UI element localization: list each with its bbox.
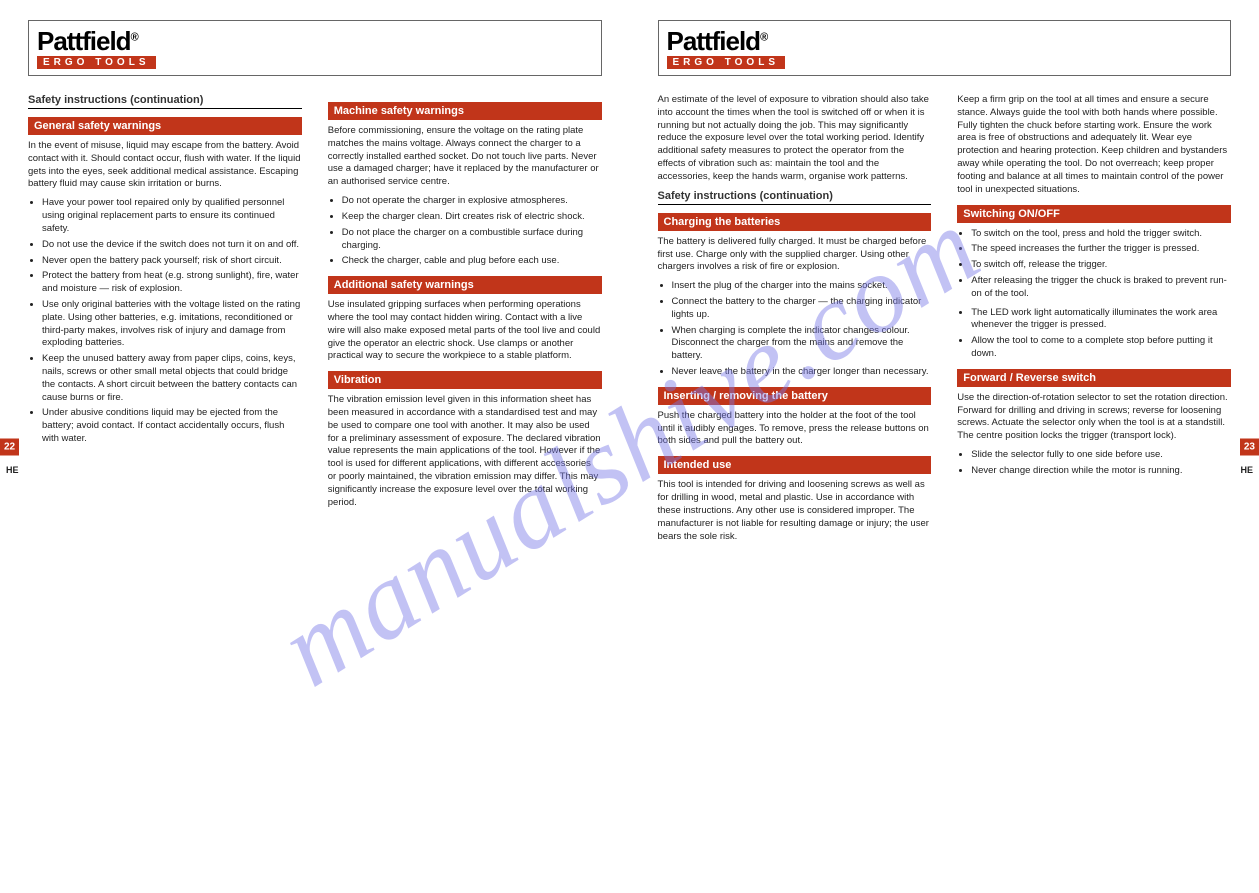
- section-vibration: Vibration: [328, 371, 602, 389]
- right-columns: An estimate of the level of exposure to …: [658, 94, 1232, 549]
- brand-tagline: ERGO TOOLS: [37, 56, 156, 69]
- brand-logo: Pattfield® ERGO TOOLS: [37, 28, 156, 69]
- list-item: The LED work light automatically illumin…: [971, 307, 1231, 333]
- page-left: 22 HE Pattfield® ERGO TOOLS Safety instr…: [0, 0, 630, 893]
- left-columns: Safety instructions (continuation) Gener…: [28, 94, 602, 516]
- additional-safety-text: Use insulated gripping surfaces when per…: [328, 299, 602, 363]
- list-item: Never open the battery pack yourself; ri…: [42, 255, 302, 268]
- list-item: Under abusive conditions liquid may be e…: [42, 407, 302, 445]
- list-item: Use only original batteries with the vol…: [42, 299, 302, 350]
- list-item: Protect the battery from heat (e.g. stro…: [42, 270, 302, 296]
- header-right: Pattfield® ERGO TOOLS: [658, 20, 1232, 76]
- list-item: Never change direction while the motor i…: [971, 465, 1231, 478]
- intro-text: In the event of misuse, liquid may escap…: [28, 140, 302, 191]
- list-item: Never leave the battery in the charger l…: [672, 366, 932, 379]
- section-forward-reverse: Forward / Reverse switch: [957, 369, 1231, 387]
- vibration-cont-text: An estimate of the level of exposure to …: [658, 94, 932, 184]
- forward-reverse-list: Slide the selector fully to one side bef…: [957, 449, 1231, 478]
- list-item: Insert the plug of the charger into the …: [672, 280, 932, 293]
- header-left: Pattfield® ERGO TOOLS: [28, 20, 602, 76]
- brand-name: Pattfield®: [37, 28, 156, 54]
- grip-text: Keep a firm grip on the tool at all time…: [957, 94, 1231, 197]
- page-right: 23 HE Pattfield® ERGO TOOLS An estimate …: [630, 0, 1259, 893]
- list-item: Have your power tool repaired only by qu…: [42, 197, 302, 235]
- right-col1: An estimate of the level of exposure to …: [658, 94, 932, 549]
- list-item: To switch off, release the trigger.: [971, 259, 1231, 272]
- on-off-list: To switch on the tool, press and hold th…: [957, 228, 1231, 301]
- page-spread: 22 HE Pattfield® ERGO TOOLS Safety instr…: [0, 0, 1259, 893]
- list-item: When charging is complete the indicator …: [672, 325, 932, 363]
- section-machine-safety: Machine safety warnings: [328, 102, 602, 120]
- section-on-off: Switching ON/OFF: [957, 205, 1231, 223]
- page-number-left: 22: [0, 438, 19, 455]
- vibration-text: The vibration emission level given in th…: [328, 394, 602, 509]
- section-general-safety: General safety warnings: [28, 117, 302, 135]
- brand-logo: Pattfield® ERGO TOOLS: [667, 28, 786, 69]
- lang-label-right: HE: [1240, 465, 1253, 475]
- list-item: The speed increases the further the trig…: [971, 243, 1231, 256]
- forward-reverse-text: Use the direction-of-rotation selector t…: [957, 392, 1231, 443]
- section-charging: Charging the batteries: [658, 213, 932, 231]
- list-item: Allow the tool to come to a complete sto…: [971, 335, 1231, 361]
- machine-safety-text: Before commissioning, ensure the voltage…: [328, 125, 602, 189]
- brand-name: Pattfield®: [667, 28, 786, 54]
- charging-list: Insert the plug of the charger into the …: [658, 280, 932, 379]
- section-intended-use: Intended use: [658, 456, 932, 474]
- list-item: Slide the selector fully to one side bef…: [971, 449, 1231, 462]
- list-item: Do not place the charger on a combustibl…: [342, 227, 602, 253]
- section-insert-battery: Inserting / removing the battery: [658, 387, 932, 405]
- list-item: Keep the unused battery away from paper …: [42, 353, 302, 404]
- left-col1: Safety instructions (continuation) Gener…: [28, 94, 302, 516]
- list-item: Do not use the device if the switch does…: [42, 239, 302, 252]
- continuation-title: Safety instructions (continuation): [658, 190, 932, 205]
- list-item: Check the charger, cable and plug before…: [342, 255, 602, 268]
- section-additional-safety: Additional safety warnings: [328, 276, 602, 294]
- list-item: Connect the battery to the charger — the…: [672, 296, 932, 322]
- machine-safety-list: Do not operate the charger in explosive …: [328, 195, 602, 268]
- brand-tagline: ERGO TOOLS: [667, 56, 786, 69]
- continuation-title: Safety instructions (continuation): [28, 94, 302, 109]
- page-number-right: 23: [1240, 438, 1259, 455]
- insert-battery-text: Push the charged battery into the holder…: [658, 410, 932, 448]
- left-col2: Machine safety warnings Before commissio…: [328, 94, 602, 516]
- lang-label-left: HE: [6, 465, 19, 475]
- charging-text: The battery is delivered fully charged. …: [658, 236, 932, 274]
- list-item: Do not operate the charger in explosive …: [342, 195, 602, 208]
- right-col2: Keep a firm grip on the tool at all time…: [957, 94, 1231, 549]
- intended-use-text: This tool is intended for driving and lo…: [658, 479, 932, 543]
- list-item: To switch on the tool, press and hold th…: [971, 228, 1231, 241]
- list-item: After releasing the trigger the chuck is…: [971, 275, 1231, 301]
- list-item: Keep the charger clean. Dirt creates ris…: [342, 211, 602, 224]
- safety-list: Have your power tool repaired only by qu…: [28, 197, 302, 446]
- on-off-list2: The LED work light automatically illumin…: [957, 307, 1231, 361]
